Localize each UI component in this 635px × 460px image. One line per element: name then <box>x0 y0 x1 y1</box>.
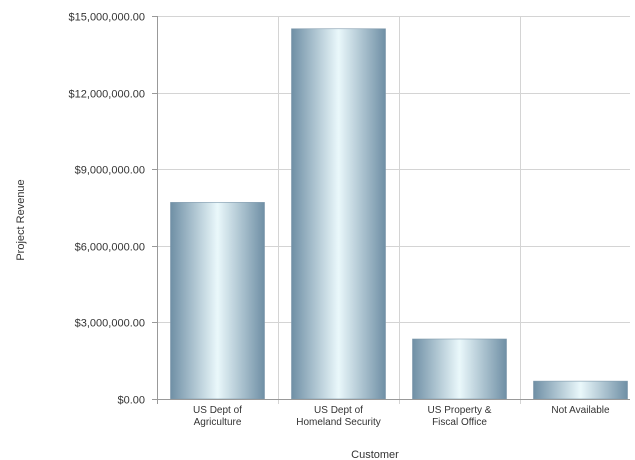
x-tick-label: Not Available <box>551 405 610 416</box>
bars <box>170 28 628 400</box>
x-tick-label: US Dept of Homeland Security <box>296 405 380 428</box>
y-tick-label: $0.00 <box>117 395 145 407</box>
y-tick-label: $6,000,000.00 <box>75 242 145 254</box>
y-tick-labels: $0.00 $3,000,000.00 $6,000,000.00 $9,000,00… <box>69 12 145 407</box>
y-tick-label: $9,000,000.00 <box>75 165 145 177</box>
y-tick-label: $3,000,000.00 <box>75 318 145 330</box>
x-tick-label: US Dept of Agriculture <box>193 405 242 428</box>
bar <box>170 202 265 400</box>
x-axis-title: Customer <box>351 449 399 460</box>
x-tick-labels: US Dept of Agriculture US Dept of Homeland … <box>193 405 610 428</box>
y-tick-label: $12,000,000.00 <box>69 89 145 101</box>
y-tick-label: $15,000,000.00 <box>69 12 145 24</box>
bar <box>291 28 386 400</box>
bar <box>412 338 507 400</box>
bar <box>533 380 628 400</box>
y-axis-title: Project Revenue <box>15 179 27 260</box>
axes <box>152 16 630 404</box>
x-tick-label: US Property & Fiscal Office <box>428 405 492 428</box>
